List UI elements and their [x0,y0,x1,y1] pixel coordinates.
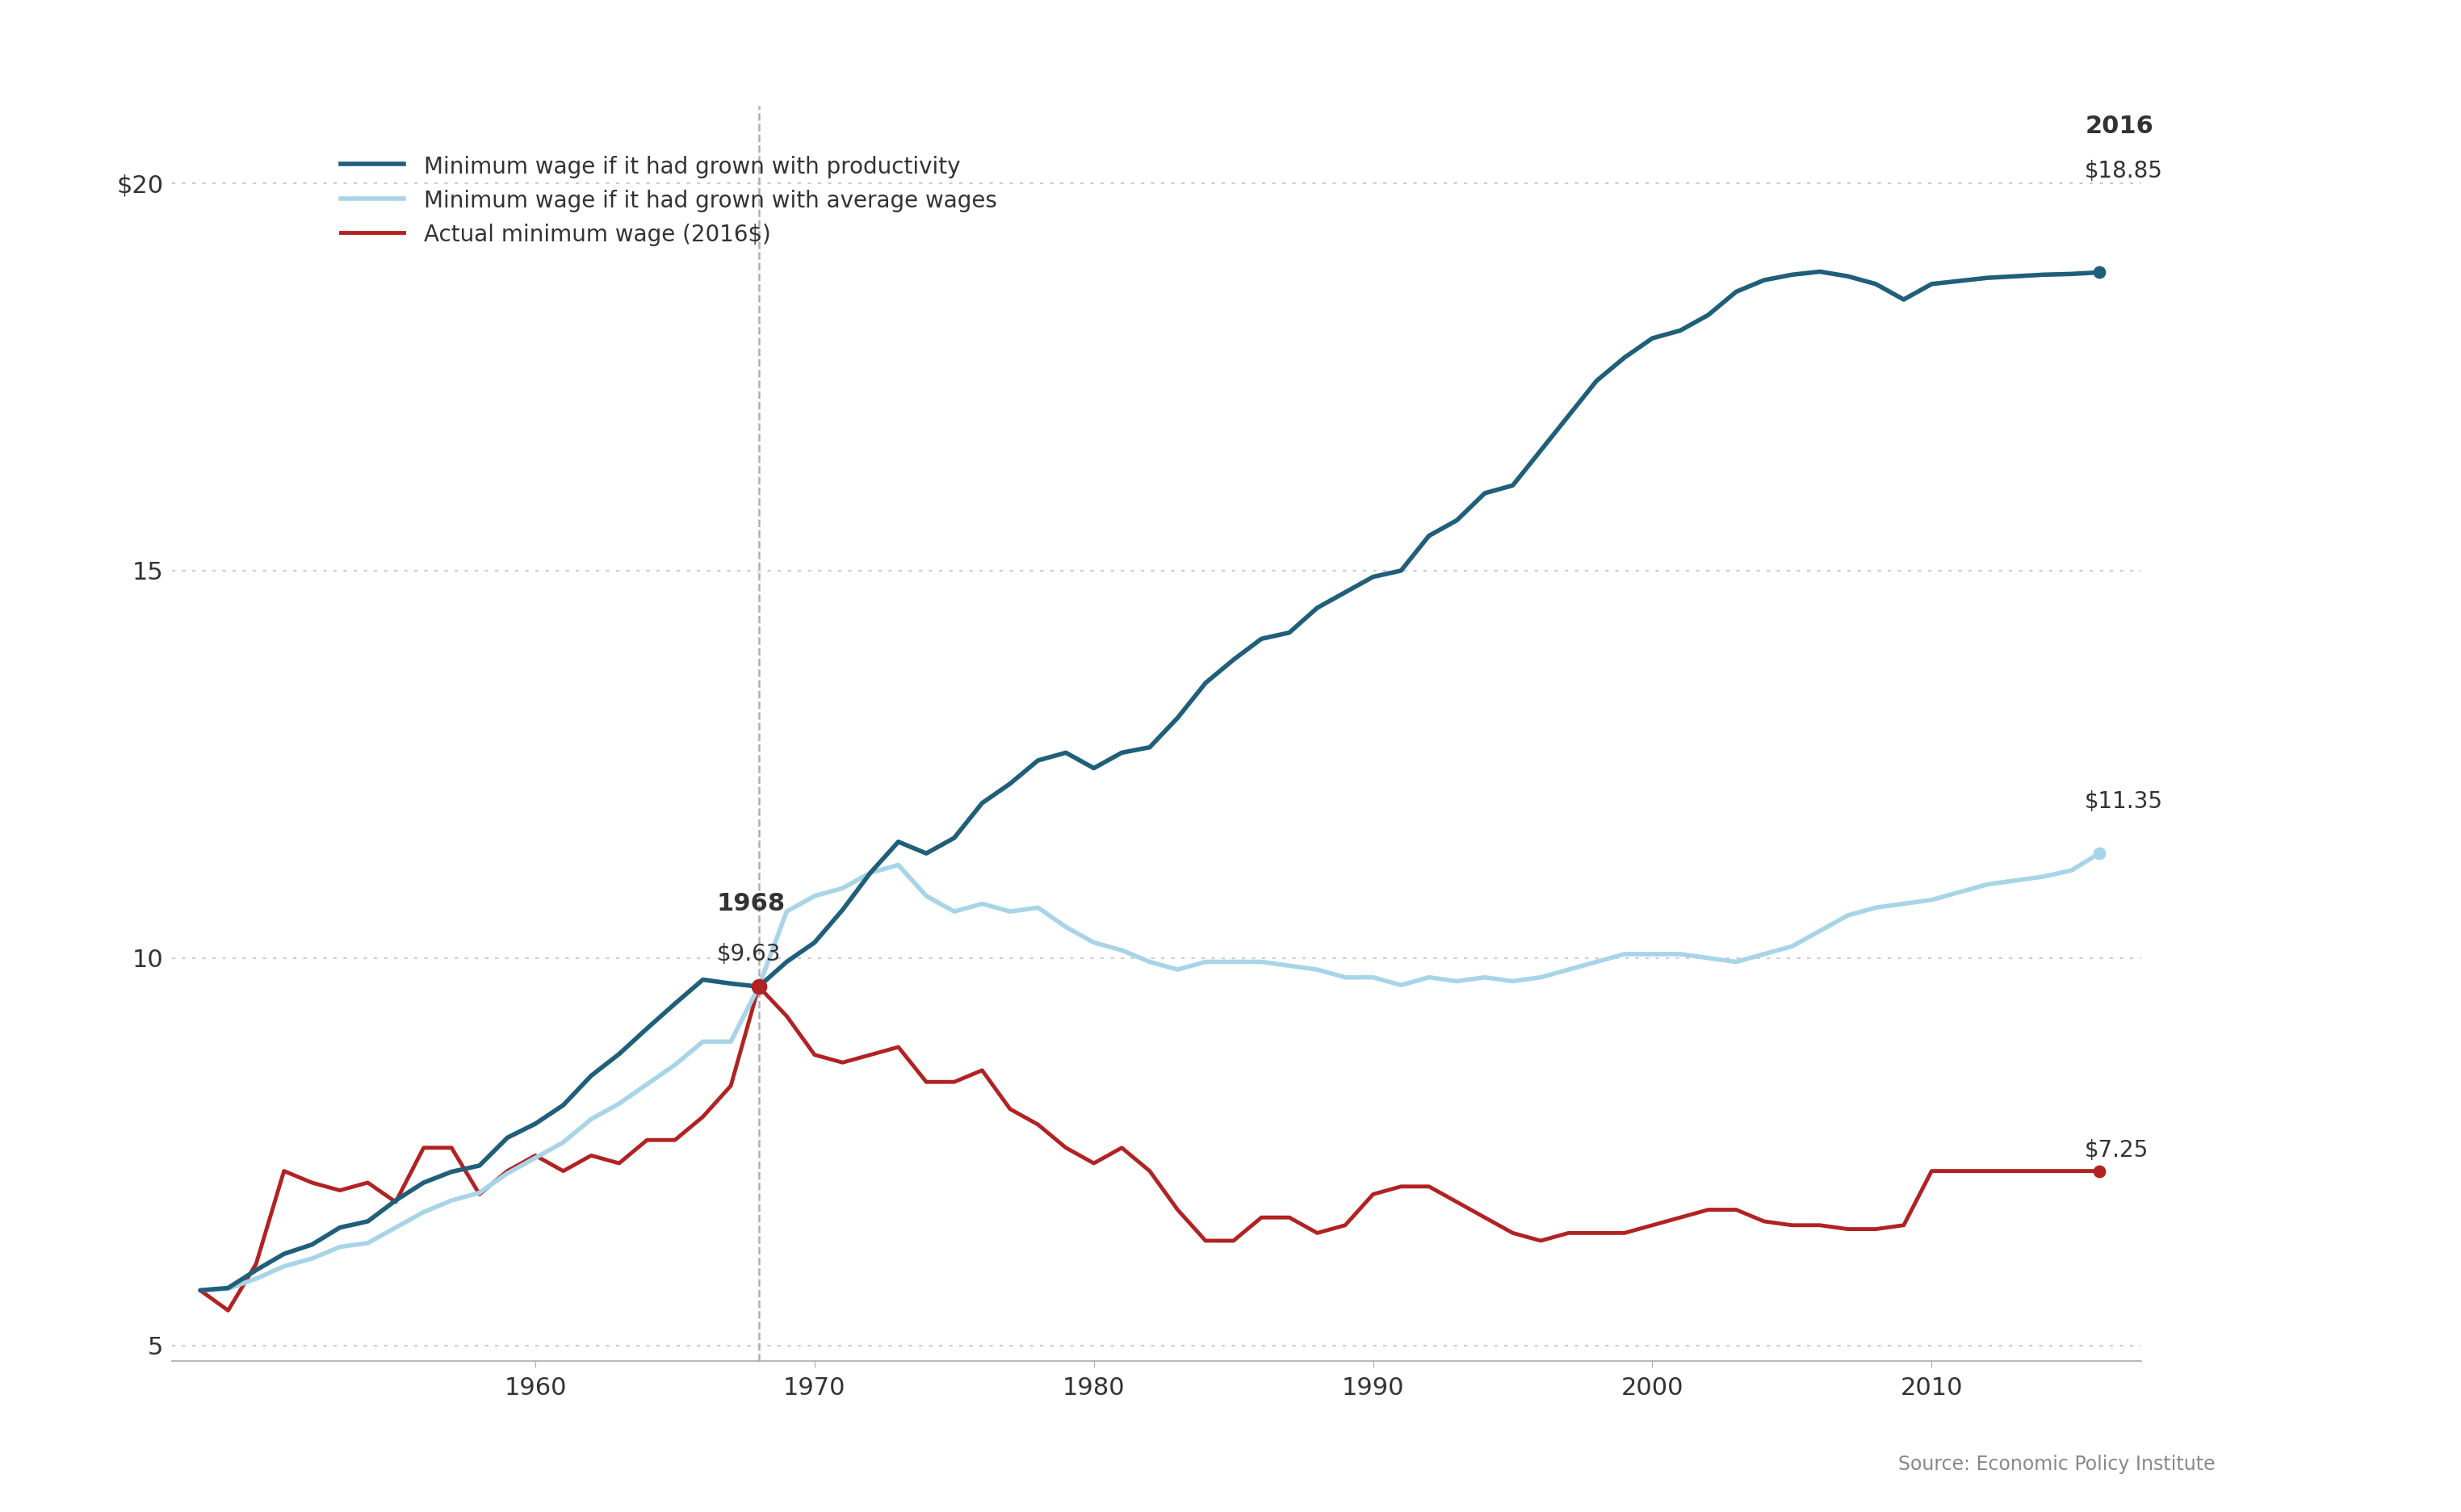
Legend: Minimum wage if it had grown with productivity, Minimum wage if it had grown wit: Minimum wage if it had grown with produc… [342,154,997,246]
Text: 2016: 2016 [2084,115,2153,138]
Point [2080,841,2119,865]
Point [738,975,778,999]
Text: $11.35: $11.35 [2084,791,2163,813]
Text: $7.25: $7.25 [2084,1140,2148,1161]
Point [2080,260,2119,284]
Point [2080,1158,2119,1182]
Text: Source: Economic Policy Institute: Source: Economic Policy Institute [1897,1455,2215,1474]
Text: $18.85: $18.85 [2084,160,2163,183]
Text: 1968: 1968 [716,892,785,915]
Text: $9.63: $9.63 [716,942,780,965]
